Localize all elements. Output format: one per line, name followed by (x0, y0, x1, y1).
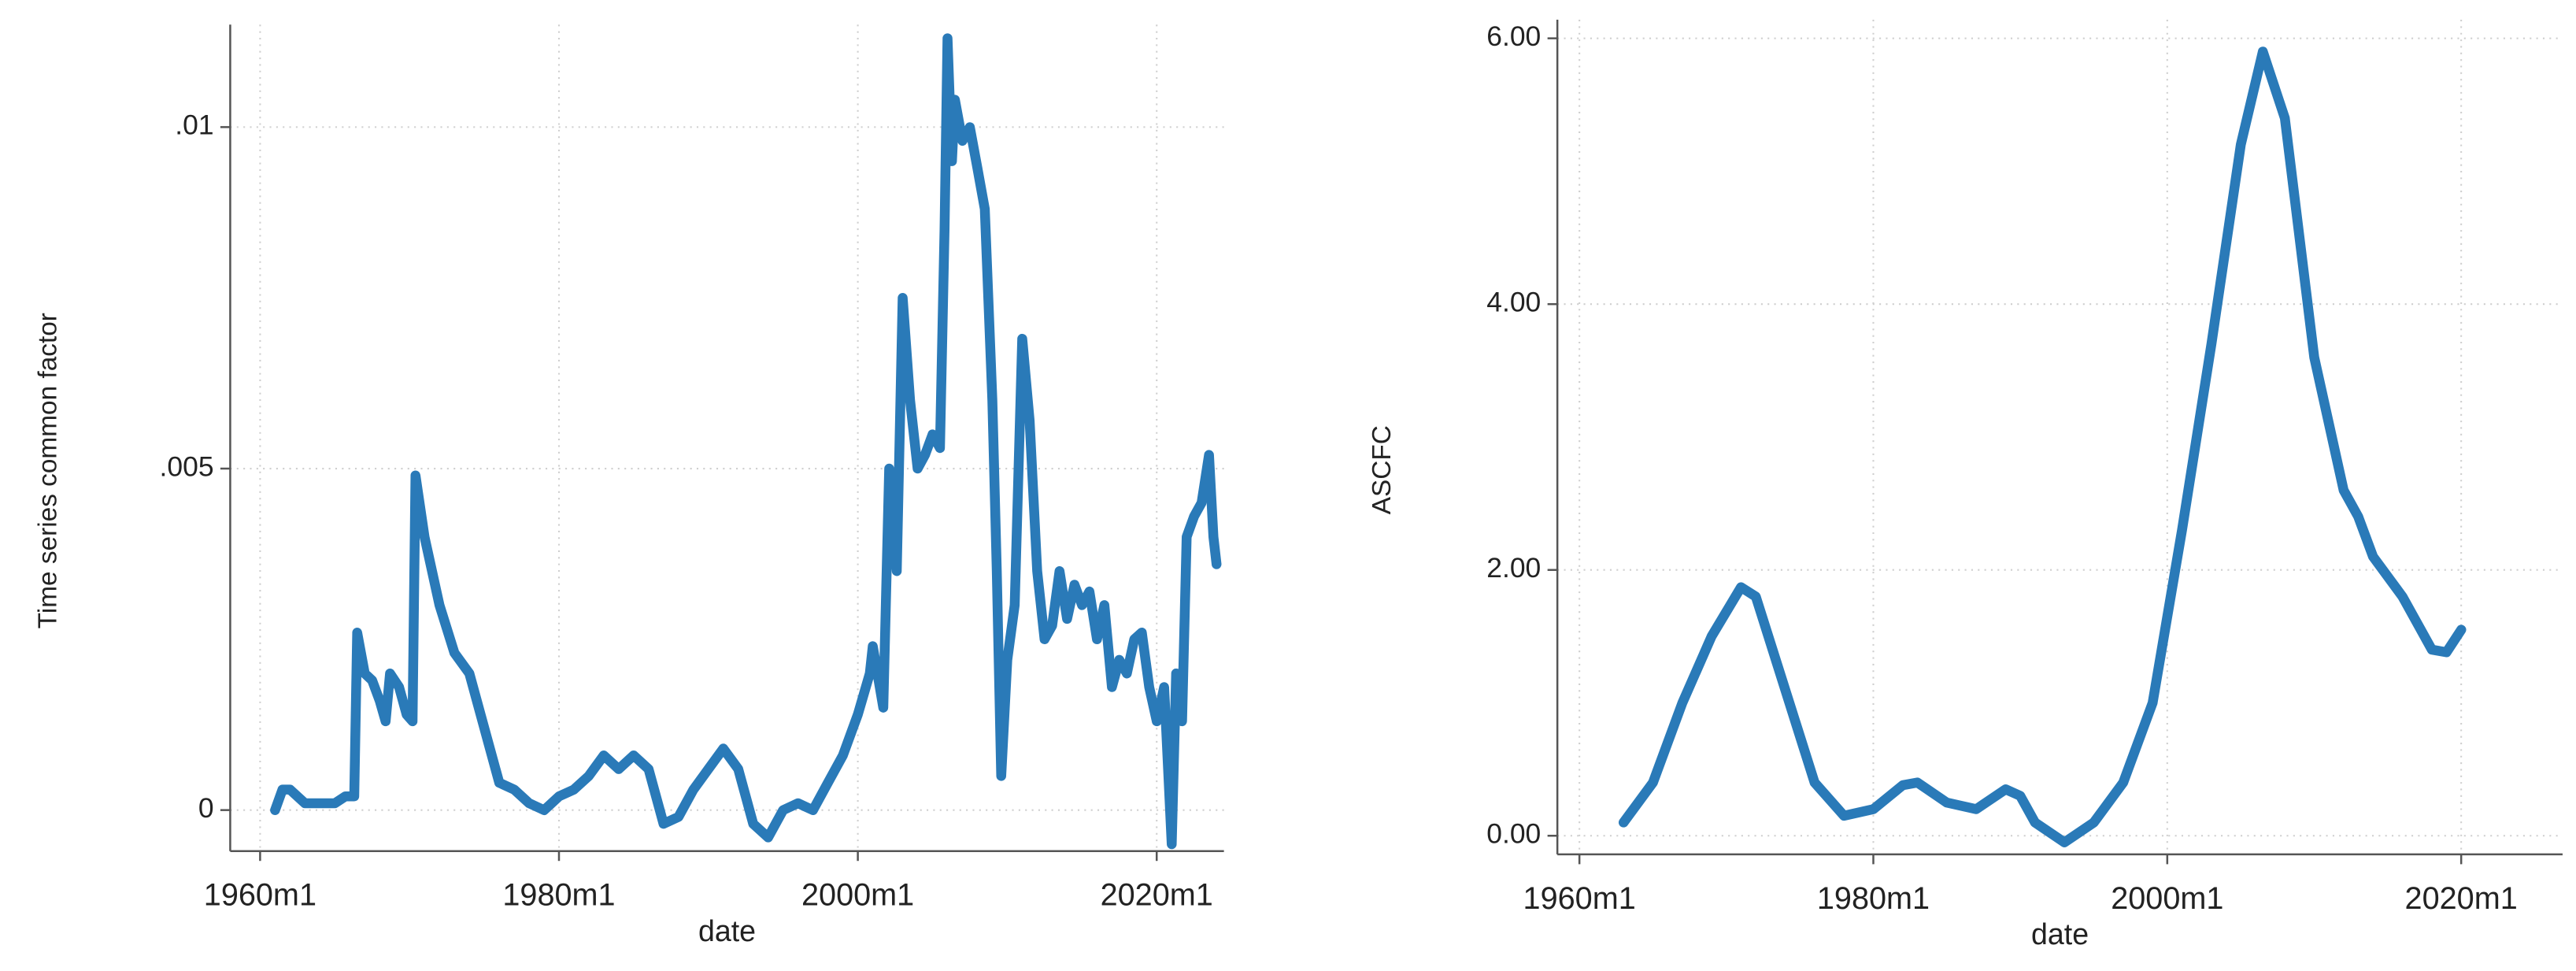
x-tick-label: 2020m1 (1101, 878, 1213, 913)
y-tick-label: .005 (160, 450, 214, 482)
y-tick-label: 0.00 (1486, 818, 1541, 850)
x-tick-label: 1960m1 (1523, 881, 1636, 916)
y-tick-label: 6.00 (1486, 20, 1541, 52)
y-axis-label: ASCFC (1368, 425, 1397, 514)
y-axis-label: Time series common factor (34, 313, 63, 628)
x-tick-label: 1980m1 (502, 878, 615, 913)
x-tick-label: 1960m1 (204, 878, 316, 913)
y-tick-label: 4.00 (1486, 287, 1541, 318)
x-tick-label: 2000m1 (801, 878, 914, 913)
data-line (1618, 46, 2467, 847)
x-tick-label: 2000m1 (2111, 881, 2223, 916)
x-tick-label: 1980m1 (1817, 881, 1930, 916)
x-axis-label: date (698, 914, 756, 947)
y-tick-label: 2.00 (1486, 552, 1541, 584)
y-tick-label: 0 (198, 792, 214, 824)
x-tick-label: 2020m1 (2405, 881, 2518, 916)
x-axis-label: date (2031, 917, 2089, 951)
y-tick-label: .01 (175, 109, 213, 141)
data-line (270, 33, 1222, 850)
